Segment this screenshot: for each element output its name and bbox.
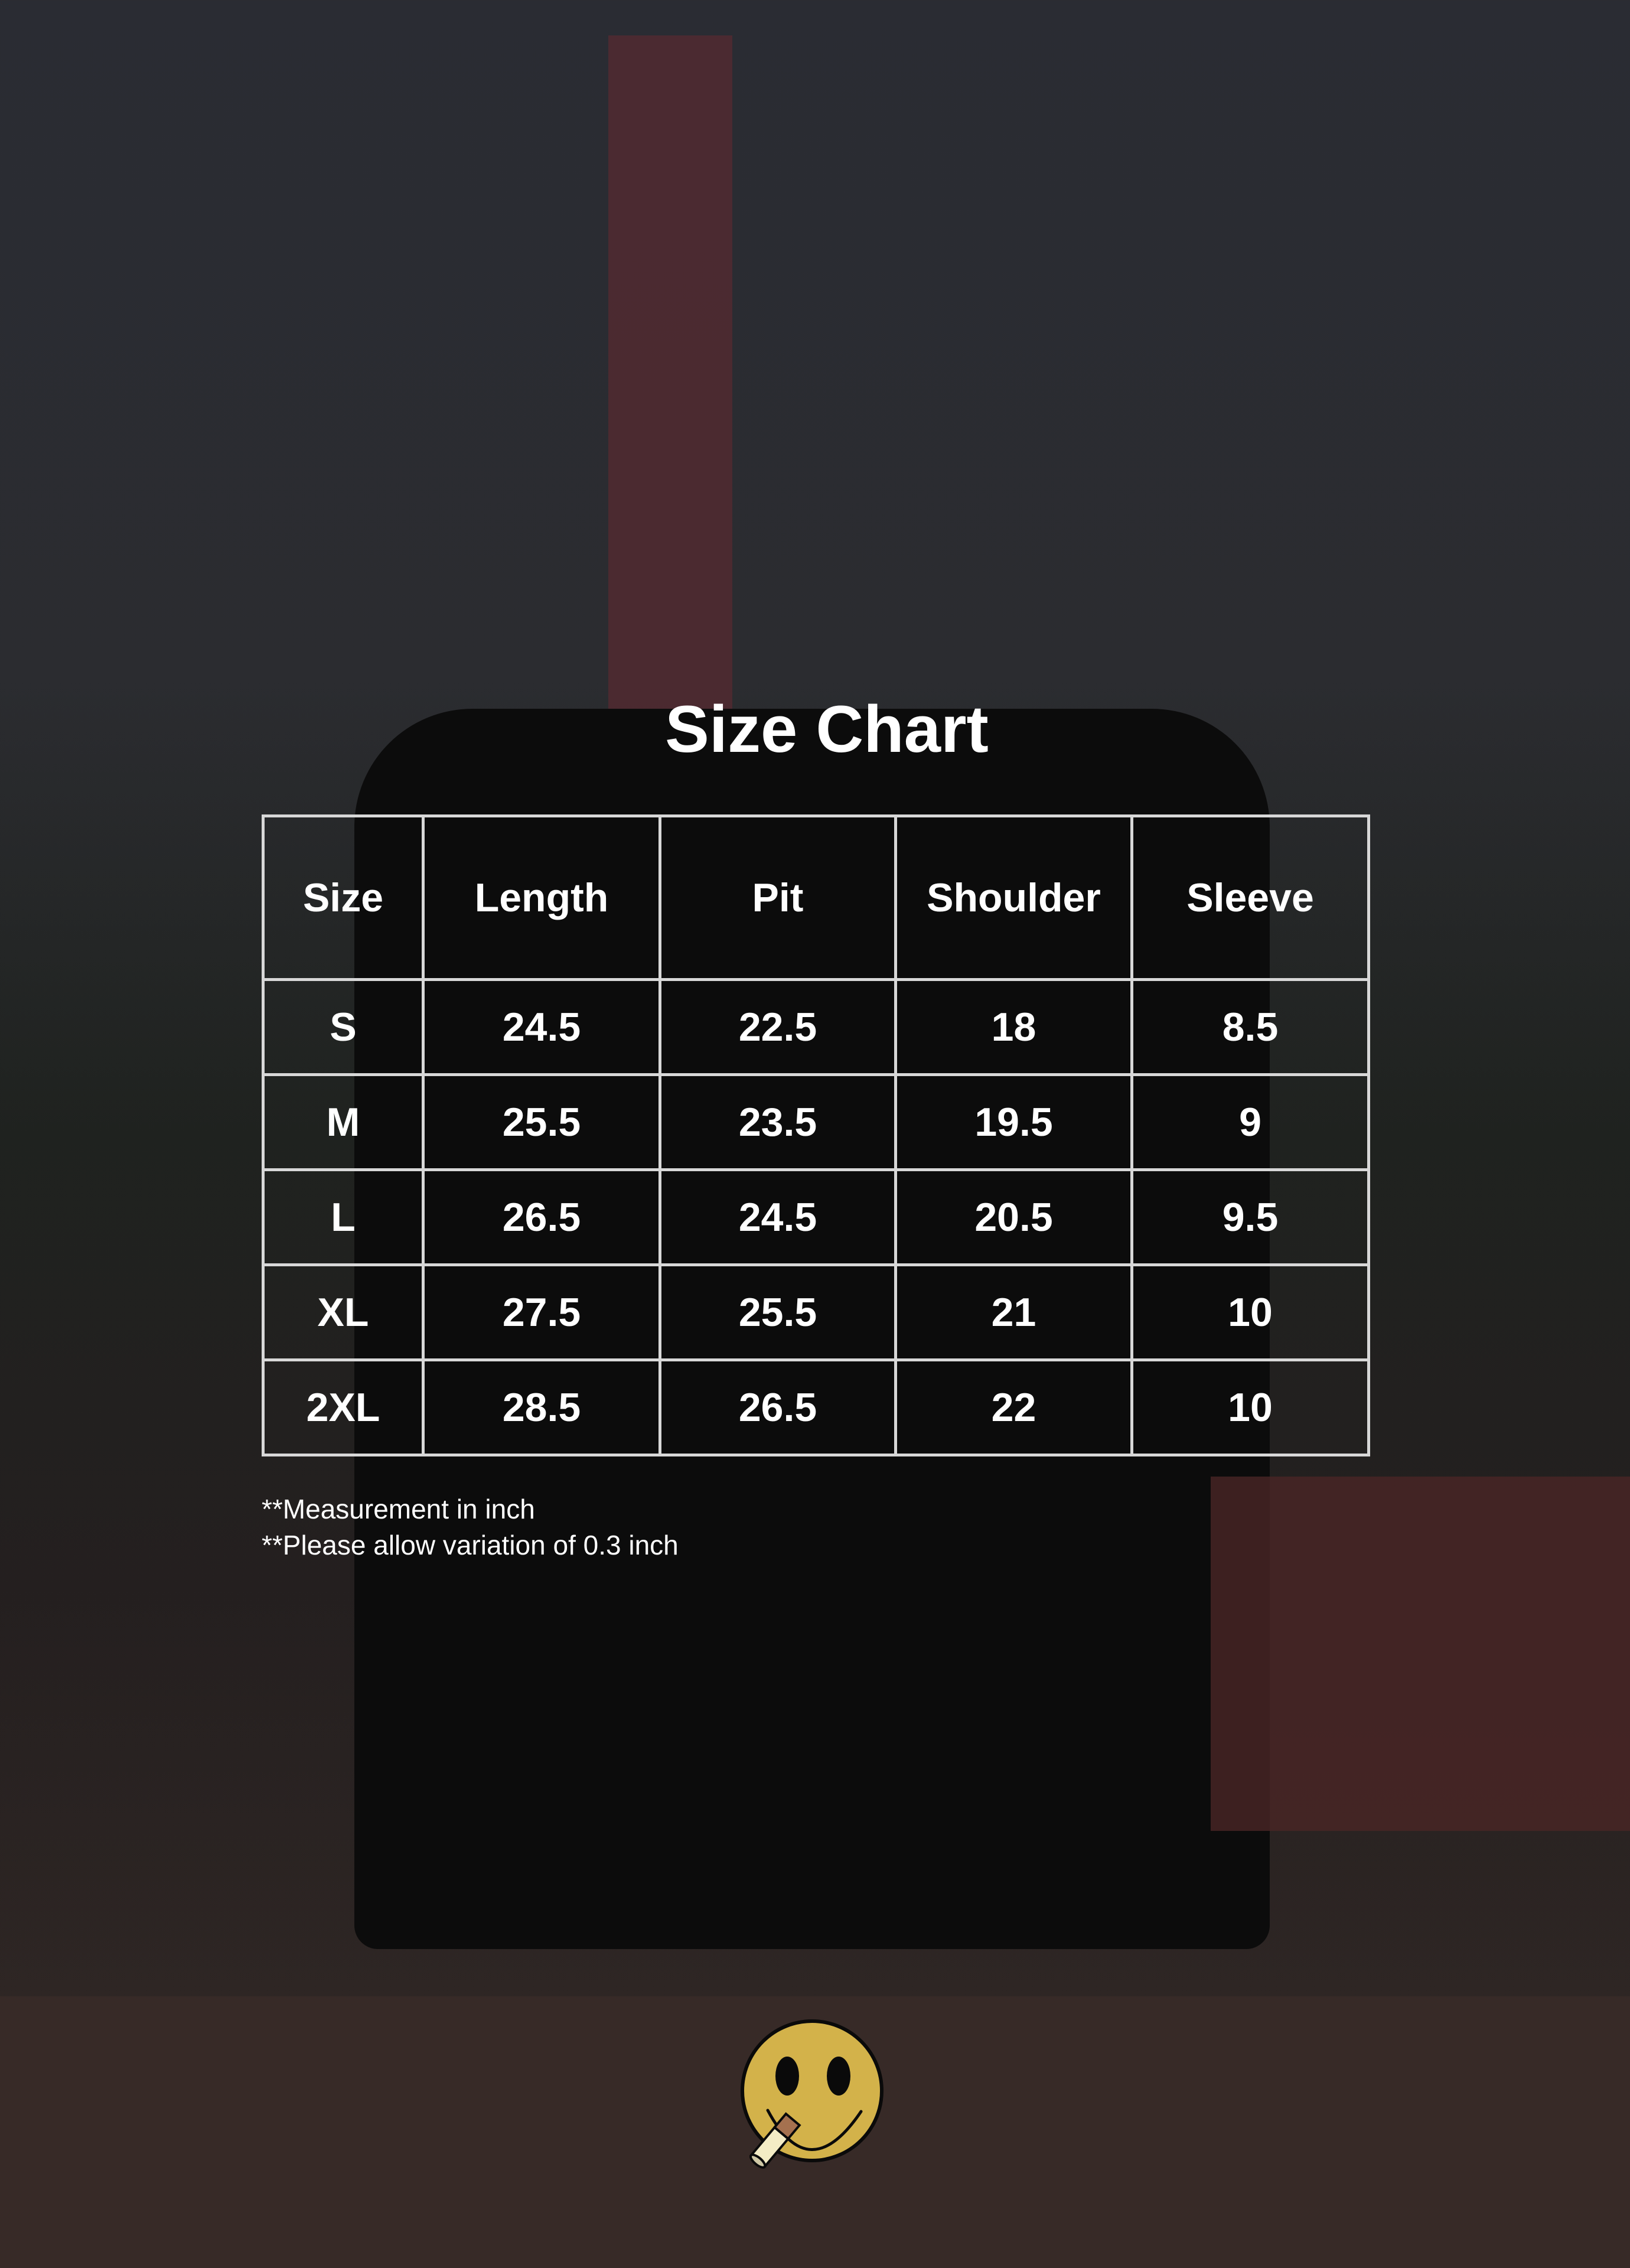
cell-size: L [262,1168,425,1266]
cell-sleeve: 8.5 [1130,978,1370,1076]
cell-pit: 22.5 [658,978,897,1076]
table-header-row: Size Length Pit Shoulder Sleeve [262,814,1370,981]
cell-sleeve: 9 [1130,1073,1370,1171]
header-pit: Pit [658,814,897,981]
cell-sleeve: 9.5 [1130,1168,1370,1266]
cell-pit: 25.5 [658,1263,897,1361]
page-title: Size Chart [665,692,989,766]
cell-shoulder: 18 [894,978,1133,1076]
cell-size: XL [262,1263,425,1361]
notes: **Measurement in inch **Please allow var… [262,1491,679,1563]
header-size: Size [262,814,425,981]
cell-sleeve: 10 [1130,1358,1370,1456]
cell-pit: 26.5 [658,1358,897,1456]
table-row: XL 27.5 25.5 21 10 [262,1263,1370,1361]
note-variation: **Please allow variation of 0.3 inch [262,1530,679,1560]
cell-length: 28.5 [422,1358,661,1456]
cell-length: 25.5 [422,1073,661,1171]
header-shoulder: Shoulder [894,814,1133,981]
cell-size: 2XL [262,1358,425,1456]
cell-pit: 23.5 [658,1073,897,1171]
cell-shoulder: 22 [894,1358,1133,1456]
table-row: 2XL 28.5 26.5 22 10 [262,1358,1370,1456]
cell-length: 27.5 [422,1263,661,1361]
cell-length: 24.5 [422,978,661,1076]
header-length: Length [422,814,661,981]
table-row: M 25.5 23.5 19.5 9 [262,1073,1370,1171]
header-sleeve: Sleeve [1130,814,1370,981]
cell-shoulder: 19.5 [894,1073,1133,1171]
cell-size: S [262,978,425,1076]
note-measurement-unit: **Measurement in inch [262,1494,535,1524]
cell-length: 26.5 [422,1168,661,1266]
cell-shoulder: 20.5 [894,1168,1133,1266]
table-row: S 24.5 22.5 18 8.5 [262,978,1370,1076]
cell-size: M [262,1073,425,1171]
cell-pit: 24.5 [658,1168,897,1266]
cell-shoulder: 21 [894,1263,1133,1361]
cell-sleeve: 10 [1130,1263,1370,1361]
size-chart-table: Size Length Pit Shoulder Sleeve S 24.5 22.… [262,814,1370,1456]
table-row: L 26.5 24.5 20.5 9.5 [262,1168,1370,1266]
smiley-face-with-cigarette-icon [741,2019,884,2169]
